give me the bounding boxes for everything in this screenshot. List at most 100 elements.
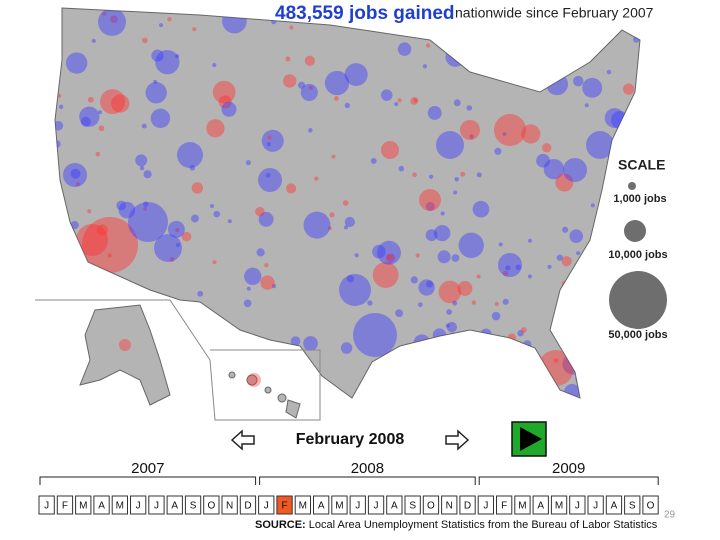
month-label: A [391, 501, 398, 512]
headline: 483,559 jobs gained [275, 3, 455, 24]
month-box[interactable] [587, 495, 604, 515]
bubble [517, 330, 524, 337]
bubble [191, 182, 203, 194]
month-label: M [555, 501, 563, 512]
month-box[interactable] [477, 495, 495, 515]
bubble [189, 165, 196, 171]
bubble [82, 217, 138, 273]
bubble [303, 336, 318, 351]
month-box[interactable] [569, 495, 586, 515]
bubble [55, 362, 61, 370]
bubble [543, 158, 565, 180]
month-box[interactable] [532, 495, 549, 515]
next-arrow[interactable] [445, 429, 470, 451]
month-box[interactable] [550, 495, 568, 515]
bubble [181, 231, 192, 242]
bubble [227, 219, 232, 224]
month-box[interactable] [386, 495, 403, 515]
month-box[interactable] [56, 495, 74, 515]
month-box[interactable] [130, 495, 147, 515]
bubble [111, 94, 130, 113]
bubble [380, 89, 393, 101]
bubble [267, 135, 272, 140]
month-label: M [299, 501, 307, 512]
month-box[interactable] [459, 495, 476, 515]
bubble [55, 349, 79, 373]
bubble [561, 56, 572, 67]
bubble [209, 204, 214, 209]
bubble [445, 47, 466, 67]
bubble [411, 383, 417, 390]
bubble [620, 124, 632, 136]
month-box[interactable] [148, 495, 165, 515]
bubble [515, 264, 522, 271]
bubble [344, 216, 355, 228]
bubble [561, 256, 572, 267]
bubble [436, 131, 464, 159]
bubble [397, 98, 402, 103]
month-box[interactable] [642, 495, 659, 515]
bubble [538, 350, 574, 386]
month-box[interactable] [38, 495, 55, 515]
month-box[interactable] [367, 495, 385, 515]
bubble [502, 298, 509, 305]
bubble [457, 281, 473, 296]
month-box[interactable] [349, 495, 366, 515]
month-box[interactable] [624, 495, 641, 515]
bubble [446, 321, 458, 333]
bubble [606, 69, 612, 75]
month-box[interactable] [166, 495, 183, 515]
bubble [597, 397, 602, 398]
bubble [343, 225, 349, 230]
month-box[interactable] [313, 495, 330, 515]
month-label: M [335, 501, 343, 512]
month-box[interactable] [331, 495, 348, 515]
bubble [560, 316, 587, 343]
month-box[interactable] [441, 495, 458, 515]
bubble [600, 28, 610, 38]
month-box[interactable] [605, 495, 623, 515]
month-box[interactable] [93, 495, 110, 515]
month-box[interactable] [276, 495, 293, 515]
bubble [572, 75, 584, 87]
bubble [58, 104, 64, 110]
month-label: J [154, 501, 159, 512]
bubble [141, 123, 147, 129]
bubble [372, 262, 399, 288]
bubble [579, 334, 598, 352]
bubble [212, 260, 217, 265]
bubble [119, 339, 131, 351]
bubble [258, 211, 274, 227]
month-box[interactable] [239, 495, 257, 515]
month-label: J [575, 501, 580, 512]
year-bracket [259, 476, 476, 485]
month-box[interactable] [422, 495, 440, 515]
year-label: 2007 [131, 460, 164, 477]
month-box[interactable] [496, 495, 513, 515]
bubble [469, 134, 474, 139]
bubble [546, 73, 569, 96]
month-box[interactable] [258, 495, 275, 515]
month-box[interactable] [203, 495, 220, 515]
bubble [412, 172, 417, 178]
scale-label: 10,000 jobs [608, 249, 667, 261]
prev-arrow[interactable] [230, 429, 255, 451]
month-box[interactable] [514, 495, 531, 515]
month-box[interactable] [184, 495, 202, 515]
bubble [344, 63, 368, 87]
bubble [395, 309, 404, 318]
bubble [494, 147, 502, 155]
bubble [70, 168, 81, 179]
bubble [471, 300, 477, 305]
year-label: 2009 [552, 460, 585, 477]
bubble [100, 89, 126, 115]
month-box[interactable] [294, 495, 312, 515]
play-icon [520, 427, 542, 451]
month-box[interactable] [111, 495, 128, 515]
bubble [425, 229, 438, 242]
month-box[interactable] [221, 495, 238, 515]
month-box[interactable] [75, 495, 92, 515]
bubble [197, 290, 204, 297]
bubble [333, 96, 339, 101]
month-box[interactable] [404, 495, 421, 515]
